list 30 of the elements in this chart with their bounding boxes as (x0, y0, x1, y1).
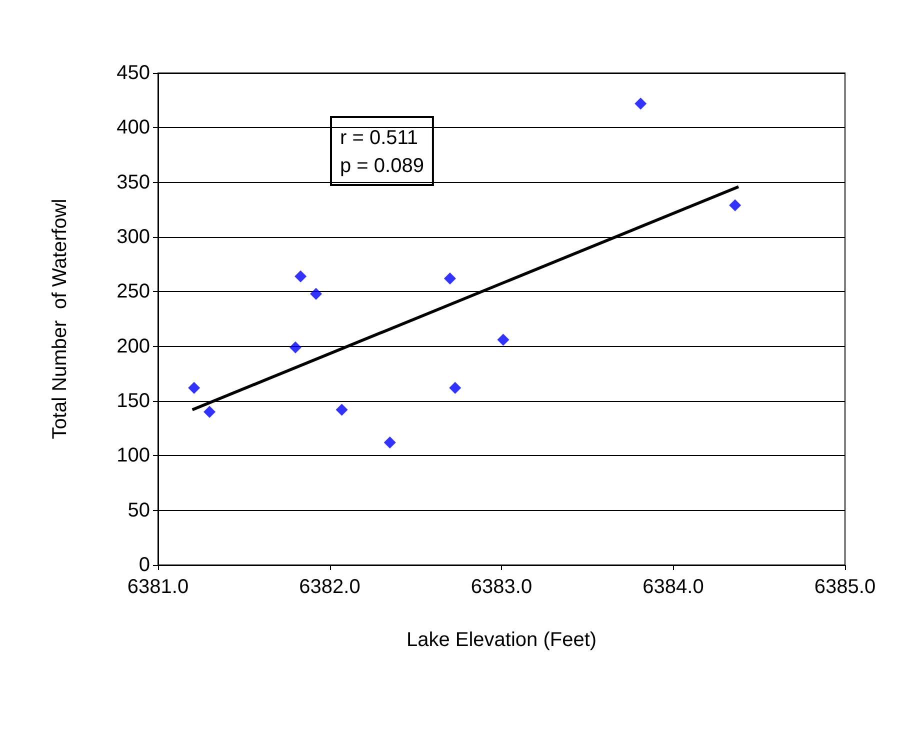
y-tick-label: 450 (116, 62, 150, 84)
y-tick-label: 150 (116, 390, 150, 412)
y-tick-label: 400 (116, 116, 150, 139)
point (444, 272, 456, 285)
y-tick-label: 250 (116, 280, 150, 303)
x-tick-label: 6383.0 (470, 576, 532, 598)
point (384, 436, 396, 449)
y-axis-title: Total Number of Waterfowl (49, 198, 71, 440)
x-tick-label: 6382.0 (299, 576, 360, 598)
point (729, 199, 742, 212)
point (204, 406, 216, 418)
y-tick-label: 200 (116, 335, 150, 358)
annotation: r = 0.511 p = 0.089 (340, 127, 424, 177)
x-tick-label: 6385.0 (814, 576, 876, 598)
point (188, 382, 200, 394)
point (634, 98, 647, 110)
x-tick-label: 6384.0 (642, 576, 704, 598)
y-tick-label: 100 (116, 444, 150, 467)
point (289, 341, 302, 354)
point (294, 270, 307, 282)
y-tick-label: 50 (128, 499, 150, 522)
y-tick-label: 300 (116, 226, 150, 248)
point (310, 288, 322, 300)
y-tick-label: 0 (138, 554, 150, 576)
point (449, 382, 462, 394)
x-axis-title: Lake Elevation (Feet) (406, 629, 597, 651)
x-tick-label: 6381.0 (127, 576, 189, 598)
y-tick-label: 350 (116, 171, 150, 194)
point (497, 334, 510, 346)
point (336, 404, 348, 416)
